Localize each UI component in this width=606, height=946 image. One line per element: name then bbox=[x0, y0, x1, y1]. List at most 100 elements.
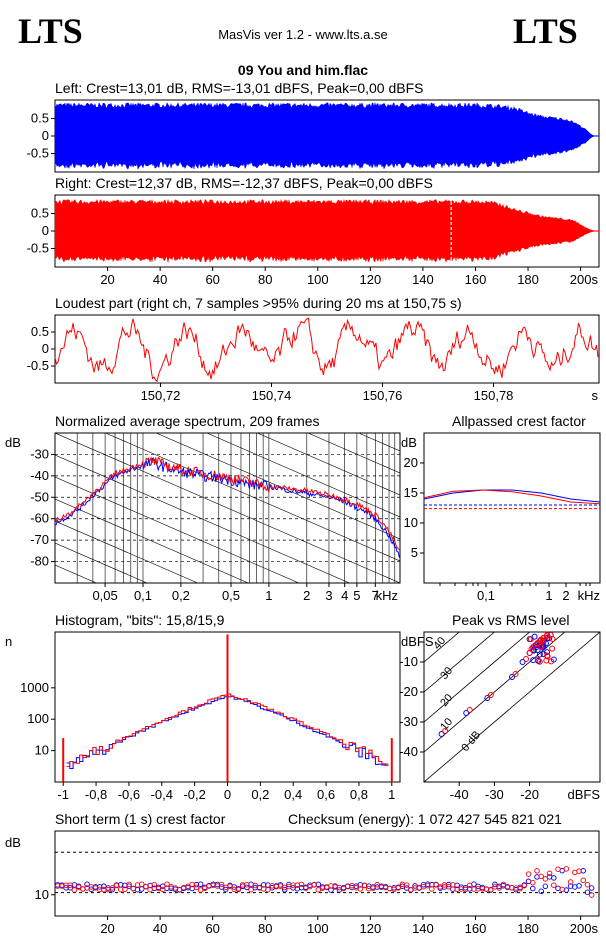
right-level-point bbox=[534, 639, 541, 646]
right-crest-point bbox=[193, 884, 200, 891]
left-level-point bbox=[484, 695, 491, 701]
histogram-x-label: -0,4 bbox=[151, 787, 173, 802]
right-crest-point bbox=[147, 886, 153, 893]
time-axis-label: 60 bbox=[205, 272, 219, 287]
allpassed-ylabel: dB bbox=[401, 435, 417, 450]
loudest-y-label: 0.5 bbox=[31, 324, 49, 339]
peak-rms-x-label: -20 bbox=[520, 787, 539, 802]
histogram-x-label: 0,8 bbox=[350, 787, 368, 802]
spectrum-chart: dB -30 -40 -50 -60 -70 -80 0,05 0,1 0,2 0,5 1 2 3 4 5 7… bbox=[5, 432, 401, 603]
left-level-point bbox=[536, 651, 543, 658]
left-crest-point bbox=[538, 888, 544, 895]
waveform-y-label: -0.5 bbox=[27, 146, 49, 161]
histogram-chart: n 1000 100 10 -1 -0,8 -0,6 -0,4 -0,2 0 0,2 0,4 0,6 0… bbox=[5, 631, 401, 802]
time-unit-label: s bbox=[592, 272, 599, 287]
loudest-x-label: 150,76 bbox=[363, 388, 403, 403]
left-level-point bbox=[463, 710, 470, 716]
right-level-point bbox=[512, 671, 519, 677]
spectrum-ylabel: dB bbox=[5, 435, 21, 450]
histogram-title: Histogram, "bits": 15,8/15,9 bbox=[55, 612, 225, 628]
loudest-x-label: 150,74 bbox=[252, 388, 292, 403]
right-level-point bbox=[523, 656, 530, 662]
right-crest-point bbox=[395, 885, 401, 891]
loudest-unit-label: s bbox=[592, 388, 599, 403]
right-level-point bbox=[534, 656, 541, 663]
logo-right: LTS bbox=[513, 11, 578, 51]
time-axis-label: 100 bbox=[307, 272, 329, 287]
peak-rms-y-label: -20 bbox=[399, 684, 418, 699]
right-level-point bbox=[549, 645, 556, 652]
time-axis-label: 20 bbox=[100, 272, 114, 287]
spectrum-y-label: -60 bbox=[30, 511, 49, 526]
right-crest-point bbox=[357, 886, 364, 892]
allpassed-chart: dB 20 15 10 5 0,1 1 2 kHz bbox=[401, 432, 601, 603]
crest-line-label: 0 dB bbox=[459, 729, 483, 754]
right-waveform-chart: 0.5 0 -0.5 20 40 60 80 100 120 140 160 180 200 s bbox=[27, 194, 600, 287]
right-level-point bbox=[527, 636, 534, 643]
short-crest-x-label: 160 bbox=[465, 921, 487, 936]
peak-rms-title: Peak vs RMS level bbox=[452, 612, 570, 628]
histogram-x-label: -0,6 bbox=[118, 787, 140, 802]
left-crest-point bbox=[84, 881, 90, 887]
spectrum-x-label: 2 bbox=[303, 588, 310, 603]
right-crest-point bbox=[530, 879, 536, 886]
right-crest-point bbox=[559, 886, 565, 893]
right-crest-point bbox=[580, 877, 586, 884]
short-crest-x-label: 40 bbox=[153, 921, 167, 936]
waveform-y-label: 0.5 bbox=[31, 206, 49, 221]
time-axis-label: 180 bbox=[517, 272, 539, 287]
time-axis-label: 80 bbox=[258, 272, 272, 287]
left-crest-point bbox=[67, 885, 73, 891]
right-crest-point bbox=[542, 876, 549, 882]
right-crest-point bbox=[374, 881, 380, 888]
right-crest-point bbox=[361, 882, 368, 889]
histogram-x-label: 0,2 bbox=[251, 787, 269, 802]
histogram-x-label: -0,8 bbox=[85, 787, 107, 802]
right-crest-point bbox=[130, 885, 137, 892]
histogram-y-label: 100 bbox=[27, 711, 49, 726]
left-crest-point bbox=[281, 887, 288, 893]
right-crest-point bbox=[159, 886, 166, 893]
crest-line-label: 40 bbox=[431, 635, 448, 652]
right-crest-point bbox=[521, 882, 528, 889]
short-crest-x-label: 80 bbox=[258, 921, 272, 936]
left-crest-point bbox=[328, 887, 334, 893]
right-level-point bbox=[528, 645, 535, 652]
right-crest-point bbox=[71, 887, 78, 893]
allpassed-crest-title: Allpassed crest factor bbox=[452, 413, 586, 429]
peak-rms-x-label: -30 bbox=[485, 787, 504, 802]
right-crest-point bbox=[235, 886, 242, 893]
short-crest-x-label: 180 bbox=[517, 921, 539, 936]
loudest-y-label: -0.5 bbox=[27, 358, 49, 373]
left-waveform-chart: 0.5 0 -0.5 bbox=[27, 99, 600, 173]
right-crest-point bbox=[311, 881, 317, 888]
right-level-point bbox=[543, 657, 550, 664]
spectrum-y-label: -80 bbox=[30, 554, 49, 569]
time-axis-label: 40 bbox=[153, 272, 167, 287]
right-crest-point bbox=[227, 883, 233, 889]
time-axis-label: 160 bbox=[465, 272, 487, 287]
right-crest-point bbox=[496, 885, 502, 891]
left-crest-point bbox=[197, 881, 204, 887]
right-level-point bbox=[540, 634, 547, 641]
right-crest-point bbox=[349, 882, 355, 889]
histogram-x-label: 0,4 bbox=[284, 787, 302, 802]
peak-rms-y-label: -10 bbox=[399, 654, 418, 669]
right-crest-point bbox=[244, 881, 250, 888]
crest-line-label: 10 bbox=[438, 716, 455, 733]
right-level-point bbox=[442, 728, 449, 734]
right-crest-point bbox=[588, 892, 595, 898]
right-crest-point bbox=[370, 885, 376, 891]
short-crest-x-label: 140 bbox=[412, 921, 434, 936]
right-level-point bbox=[466, 707, 473, 713]
time-axis-label: 120 bbox=[360, 272, 382, 287]
short-crest-x-label: 100 bbox=[307, 921, 329, 936]
short-crest-chart: dB 10 20 40 60 80 100 120 140 160 180 200 s bbox=[5, 830, 600, 936]
histogram-x-label: -0,2 bbox=[183, 787, 205, 802]
right-crest-point bbox=[525, 871, 532, 877]
peak-rms-xlabel: dBFS bbox=[567, 787, 600, 802]
left-crest-point bbox=[551, 875, 557, 881]
crest-line-label: 20 bbox=[438, 692, 455, 709]
right-crest-point bbox=[298, 881, 305, 888]
